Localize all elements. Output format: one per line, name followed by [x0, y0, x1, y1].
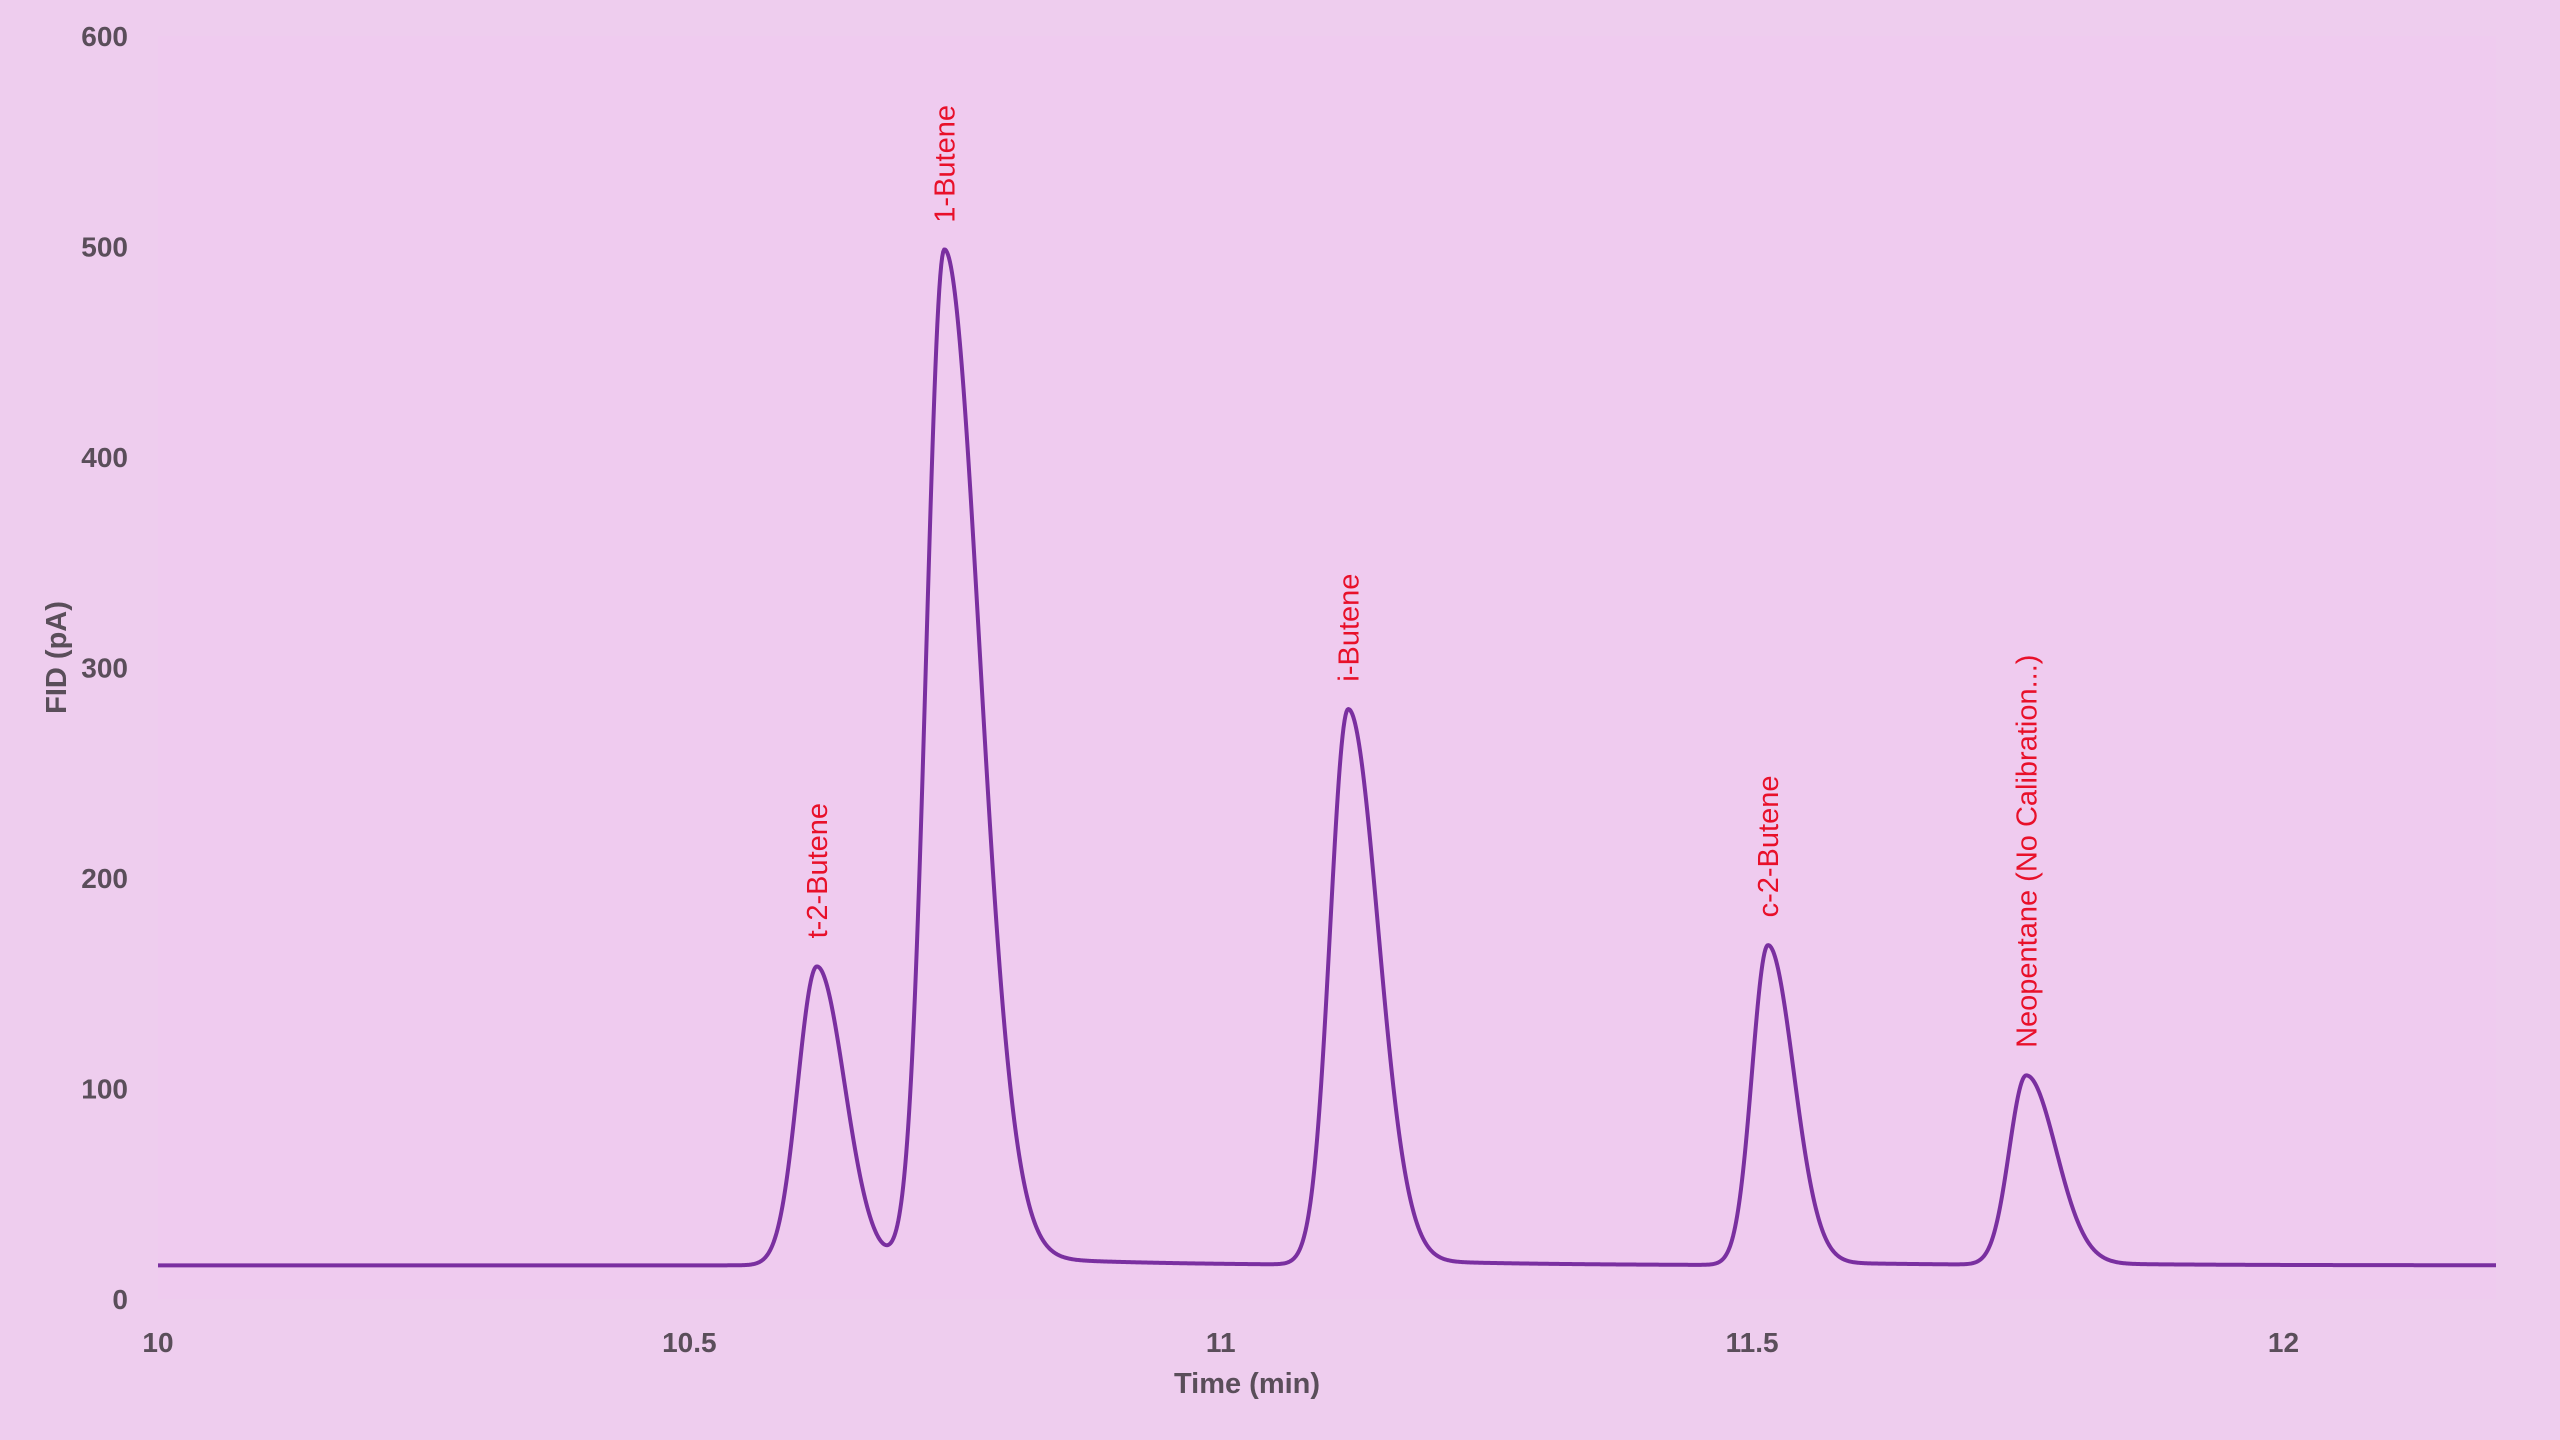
peak-label: c-2-Butene — [1753, 776, 1785, 918]
x-tick-label: 11 — [1206, 1327, 1236, 1358]
y-axis-title: FID (pA) — [41, 601, 73, 714]
x-tick-label: 10 — [142, 1327, 173, 1358]
peak-label: t-2-Butene — [802, 803, 834, 938]
x-axis-ticks: 10 10.5 11 11.5 12 — [142, 1327, 2299, 1358]
y-tick-label: 500 — [81, 232, 128, 263]
peak-label: Neopentane (No Calibration...) — [2011, 655, 2043, 1048]
x-axis-title: Time (min) — [1174, 1368, 1320, 1400]
peak-label: 1-Butene — [929, 105, 961, 223]
y-tick-label: 400 — [81, 442, 128, 473]
y-tick-label: 200 — [81, 863, 128, 894]
y-tick-label: 300 — [81, 653, 128, 684]
x-tick-label: 11.5 — [1726, 1327, 1779, 1358]
fid-trace-line — [156, 247, 2498, 1268]
x-tick-label: 10.5 — [662, 1327, 717, 1358]
y-axis-ticks: 0 100 200 300 400 500 600 — [81, 21, 128, 1315]
x-tick-label: 12 — [2268, 1327, 2299, 1358]
plot-area — [158, 36, 2496, 1299]
peak-labels: t-2-Butene 1-Butene i-Butene c-2-Butene Neop… — [802, 105, 2043, 1048]
y-tick-label: 600 — [81, 21, 128, 52]
y-tick-label: 100 — [81, 1074, 128, 1105]
peak-label: i-Butene — [1333, 574, 1365, 682]
y-tick-label: 0 — [112, 1284, 128, 1315]
